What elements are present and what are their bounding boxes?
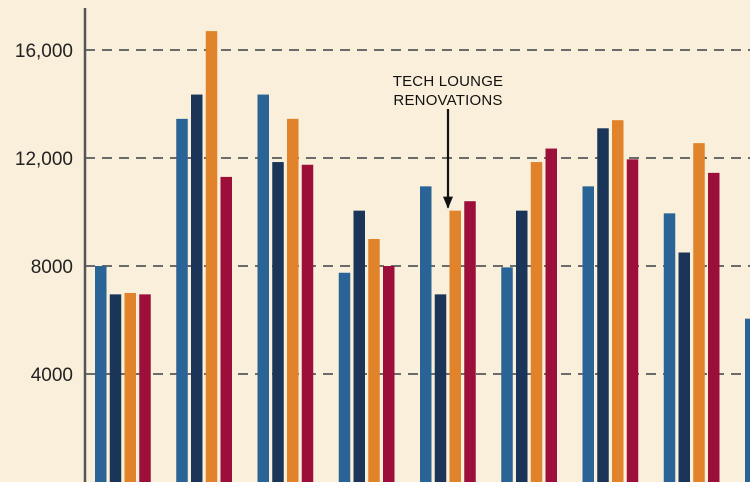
bar-g1-s2	[109, 294, 122, 482]
bar-g3-s1	[257, 94, 269, 482]
y-tick-label-8000: 8000	[31, 257, 73, 278]
bar-g1-s4	[139, 294, 151, 482]
bar-g3-s2	[272, 162, 284, 482]
bar-g6-s1	[501, 267, 513, 482]
bar-g4-s2	[353, 210, 365, 482]
bar-g5-s3	[449, 210, 461, 482]
bar-g8-s4	[708, 172, 720, 482]
bar-g4-s3	[368, 239, 380, 482]
bar-g6-s4	[545, 148, 557, 482]
bar-g4-s1	[338, 272, 351, 482]
y-tick-label-4000: 4000	[31, 365, 73, 386]
bar-g7-s2	[597, 128, 609, 482]
bar-g8-s2	[678, 252, 690, 482]
bar-g1-s3	[124, 293, 136, 482]
bar-g2-s2	[191, 94, 203, 482]
bar-g1-s1	[95, 266, 107, 482]
bar-g7-s3	[612, 120, 624, 482]
bars	[95, 31, 750, 482]
bar-g7-s1	[582, 186, 594, 482]
bar-g9-s1	[745, 318, 750, 482]
y-tick-label-12000: 12,000	[15, 149, 73, 170]
annotations: TECH LOUNGE RENOVATIONS	[393, 73, 504, 209]
bar-g8-s3	[693, 143, 705, 482]
bar-g2-s3	[205, 31, 218, 482]
bar-g6-s2	[516, 210, 528, 482]
bar-g7-s4	[626, 159, 639, 482]
bar-g3-s3	[287, 118, 299, 482]
bar-g5-s2	[434, 294, 447, 482]
annotation-tech-lounge: TECH LOUNGE RENOVATIONS	[393, 73, 504, 209]
bar-g4-s4	[383, 266, 395, 482]
y-tick-label-16000: 16,000	[15, 41, 73, 62]
y-tick-labels: 4000 8000 12,000 16,000	[15, 41, 73, 386]
annotation-text-line-1: TECH LOUNGE	[393, 73, 504, 90]
bar-g2-s4	[220, 176, 232, 482]
bar-g5-s4	[464, 201, 476, 482]
bar-g8-s1	[663, 213, 676, 482]
bar-g5-s1	[420, 186, 432, 482]
bar-g2-s1	[176, 118, 188, 482]
bar-g3-s4	[301, 164, 314, 482]
annotation-text-line-2: RENOVATIONS	[393, 92, 502, 109]
bar-g6-s3	[530, 162, 543, 482]
